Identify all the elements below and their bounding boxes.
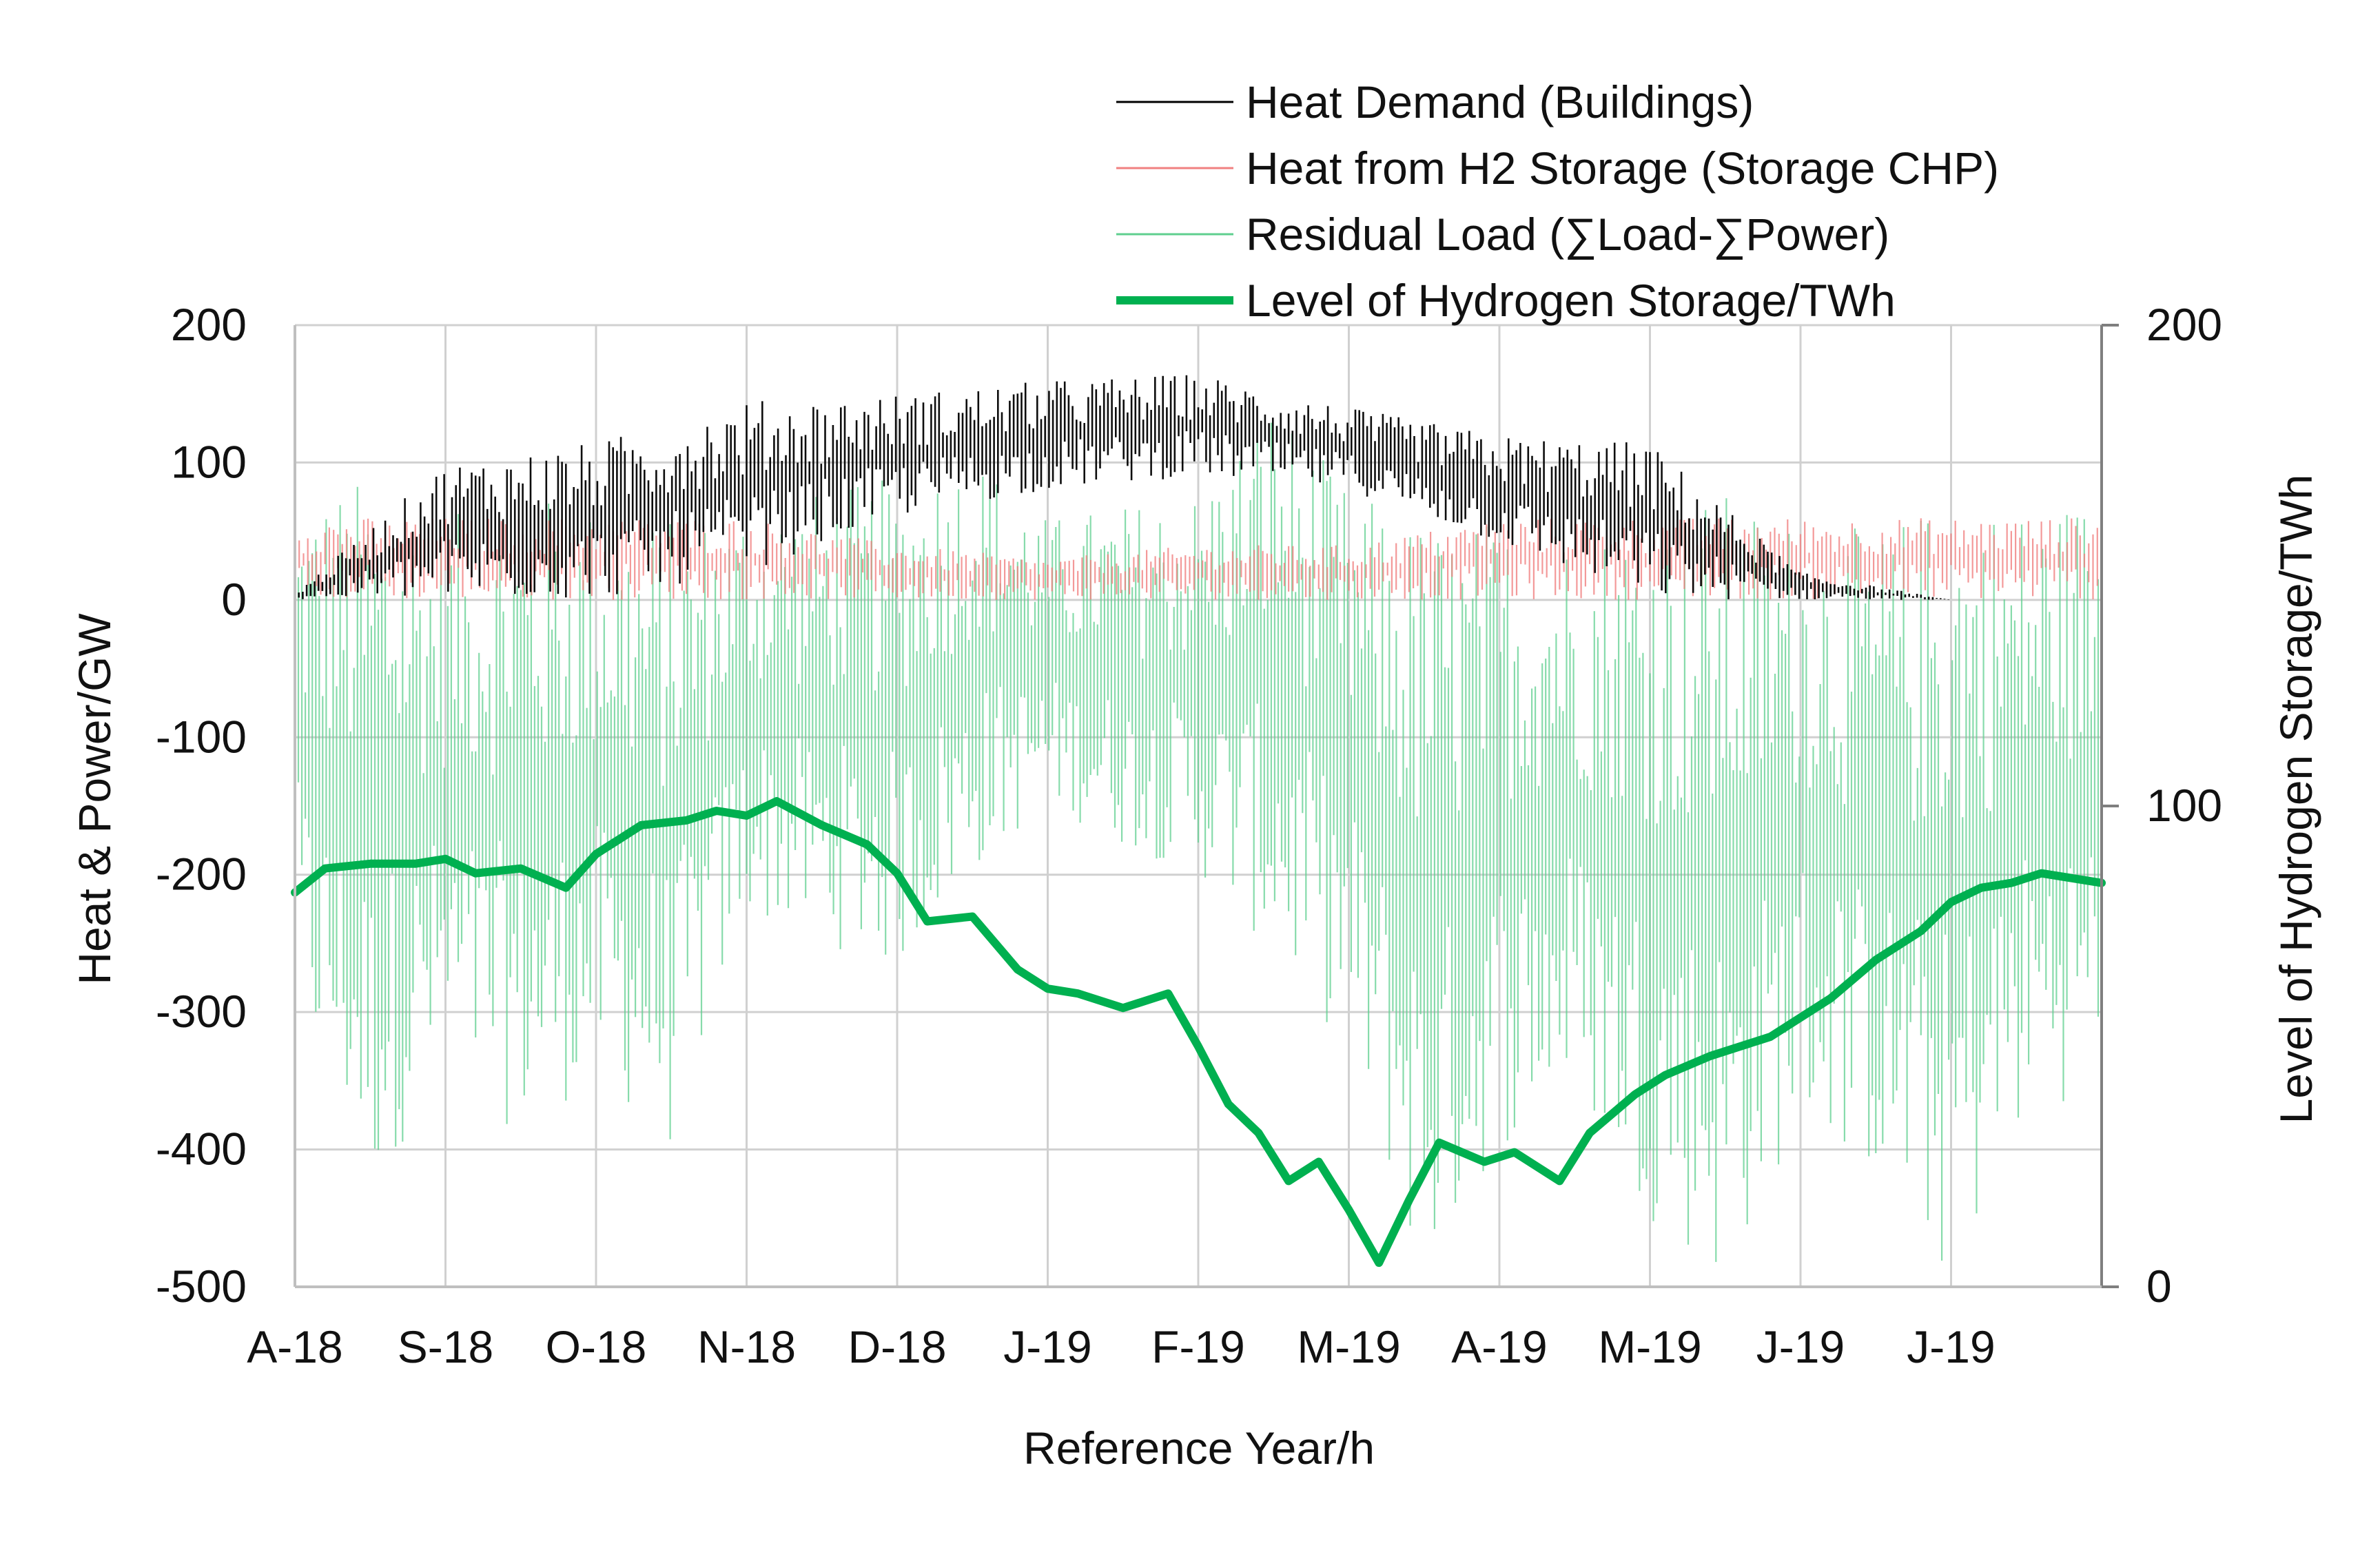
x-tick-label: A-18: [247, 1321, 342, 1372]
x-tick-label: N-18: [697, 1321, 796, 1372]
y-left-tick-label: -500: [156, 1261, 247, 1312]
legend-label-heat-h2: Heat from H2 Storage (Storage CHP): [1246, 143, 2000, 194]
x-tick-label: M-19: [1297, 1321, 1400, 1372]
series-3-storage-line: [291, 797, 2106, 1268]
x-tick-label: S-18: [398, 1321, 493, 1372]
y-right-tick-label: 0: [2146, 1261, 2172, 1312]
x-tick-label: J-19: [1756, 1321, 1845, 1372]
legend-item-heat-demand: Heat Demand (Buildings): [1116, 69, 2150, 135]
x-tick-label: J-19: [1003, 1321, 1091, 1372]
legend-item-heat-h2: Heat from H2 Storage (Storage CHP): [1116, 135, 2150, 201]
legend-label-storage-level: Level of Hydrogen Storage/TWh: [1246, 275, 1896, 326]
y-left-tick-label: -400: [156, 1124, 247, 1175]
x-tick-label: F-19: [1151, 1321, 1245, 1372]
x-tick-label: O-18: [546, 1321, 647, 1372]
series-0: [298, 375, 1949, 600]
y-left-tick-label: -200: [156, 849, 247, 900]
legend: Heat Demand (Buildings) Heat from H2 Sto…: [1116, 69, 2150, 333]
series-0-spikes: [298, 375, 1949, 600]
y-right-tick-label: 100: [2146, 780, 2222, 831]
y-left-tick-label: 0: [221, 574, 247, 625]
y-left-tick-label: -100: [156, 711, 247, 762]
y-left-tick-label: 100: [171, 436, 247, 487]
series-layer: [291, 375, 2106, 1268]
legend-item-storage-level: Level of Hydrogen Storage/TWh: [1116, 267, 2150, 333]
x-tick-label: D-18: [848, 1321, 946, 1372]
y-right-tick-label: 200: [2146, 299, 2222, 350]
y-left-tick-label: 200: [171, 299, 247, 350]
y-axis-left-title: Heat & Power/GW: [69, 613, 120, 985]
legend-label-residual-load: Residual Load (∑Load-∑Power): [1246, 209, 1890, 260]
legend-label-heat-demand: Heat Demand (Buildings): [1246, 76, 1754, 127]
legend-item-residual-load: Residual Load (∑Load-∑Power): [1116, 201, 2150, 267]
x-axis-title: Reference Year/h: [1023, 1423, 1375, 1474]
x-tick-label: M-19: [1598, 1321, 1701, 1372]
y-axis-right-title: Level of Hydrogen Storage/TWh: [2270, 475, 2321, 1124]
y-left-tick-label: -300: [156, 986, 247, 1037]
x-tick-label: A-19: [1451, 1321, 1547, 1372]
x-tick-label: J-19: [1907, 1321, 1995, 1372]
